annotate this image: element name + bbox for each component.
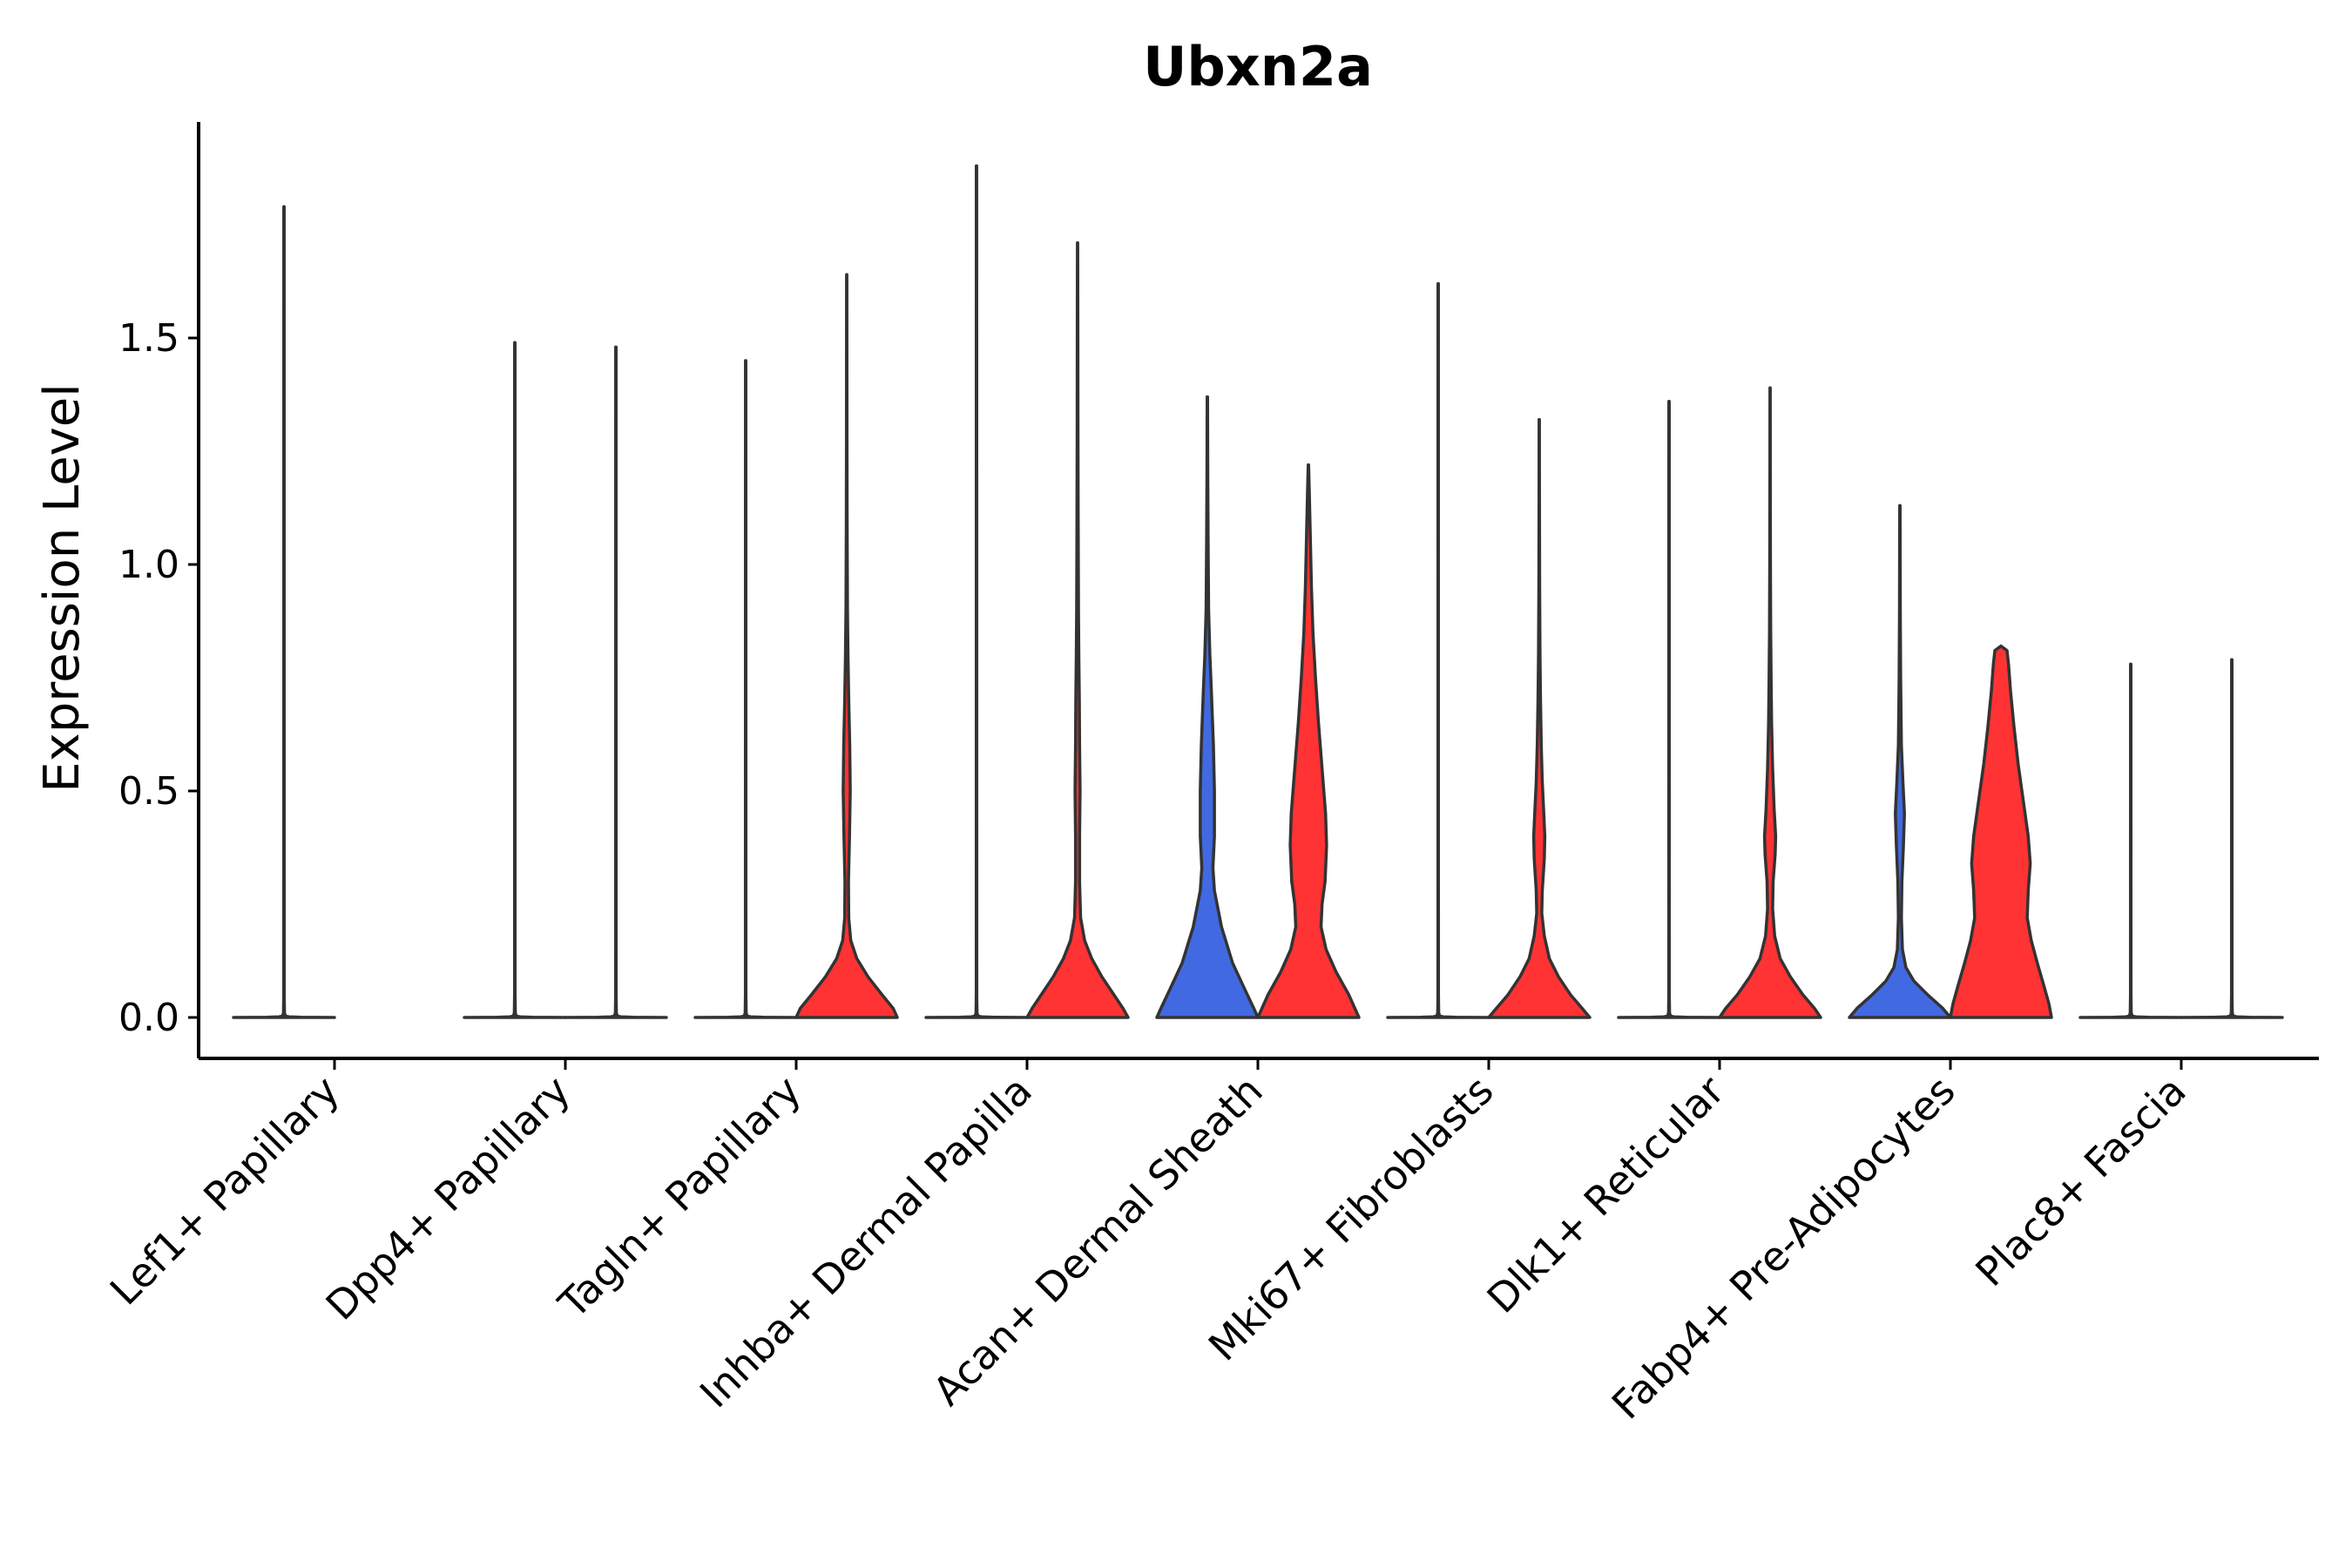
violin-1-4 xyxy=(924,164,1029,1019)
violin-2-7 xyxy=(1718,386,1822,1019)
y-axis-label: Expression Level xyxy=(34,383,91,793)
violin-1-9 xyxy=(2078,662,2183,1019)
violin-1-6 xyxy=(1386,281,1490,1019)
violin-2-5 xyxy=(1256,463,1361,1019)
violin-1-3 xyxy=(693,359,798,1019)
violin-1-1 xyxy=(232,205,336,1019)
y-tick-label: 1.5 xyxy=(118,316,179,361)
violin-2-6 xyxy=(1487,417,1592,1019)
y-tick-label: 1.0 xyxy=(118,543,179,587)
y-tick-label: 0.0 xyxy=(118,996,179,1040)
violin-2-9 xyxy=(2180,658,2284,1019)
x-tick-label: Lef1+ Papillary xyxy=(101,1067,348,1315)
violin-1-7 xyxy=(1617,400,1721,1019)
x-tick-label: Dlk1+ Reticular xyxy=(1478,1067,1734,1322)
violin-1-8 xyxy=(1848,504,1952,1019)
violin-2-2 xyxy=(564,345,668,1019)
violin-2-3 xyxy=(794,273,899,1019)
x-tick-label: Tagln+ Papillary xyxy=(549,1067,810,1328)
violin-1-2 xyxy=(463,341,567,1019)
violin-2-4 xyxy=(1025,241,1130,1019)
violin-1-5 xyxy=(1155,395,1260,1019)
chart-title: Ubxn2a xyxy=(1143,35,1373,98)
x-tick-label: Dpp4+ Papillary xyxy=(317,1067,579,1329)
violin-2-8 xyxy=(1949,644,2053,1019)
plot-area xyxy=(232,164,2284,1019)
y-tick-label: 0.5 xyxy=(118,769,179,814)
y-axis: 0.0 0.5 1.0 1.5 xyxy=(118,122,200,1058)
x-tick-label: Plac8+ Fascia xyxy=(1966,1067,2194,1295)
